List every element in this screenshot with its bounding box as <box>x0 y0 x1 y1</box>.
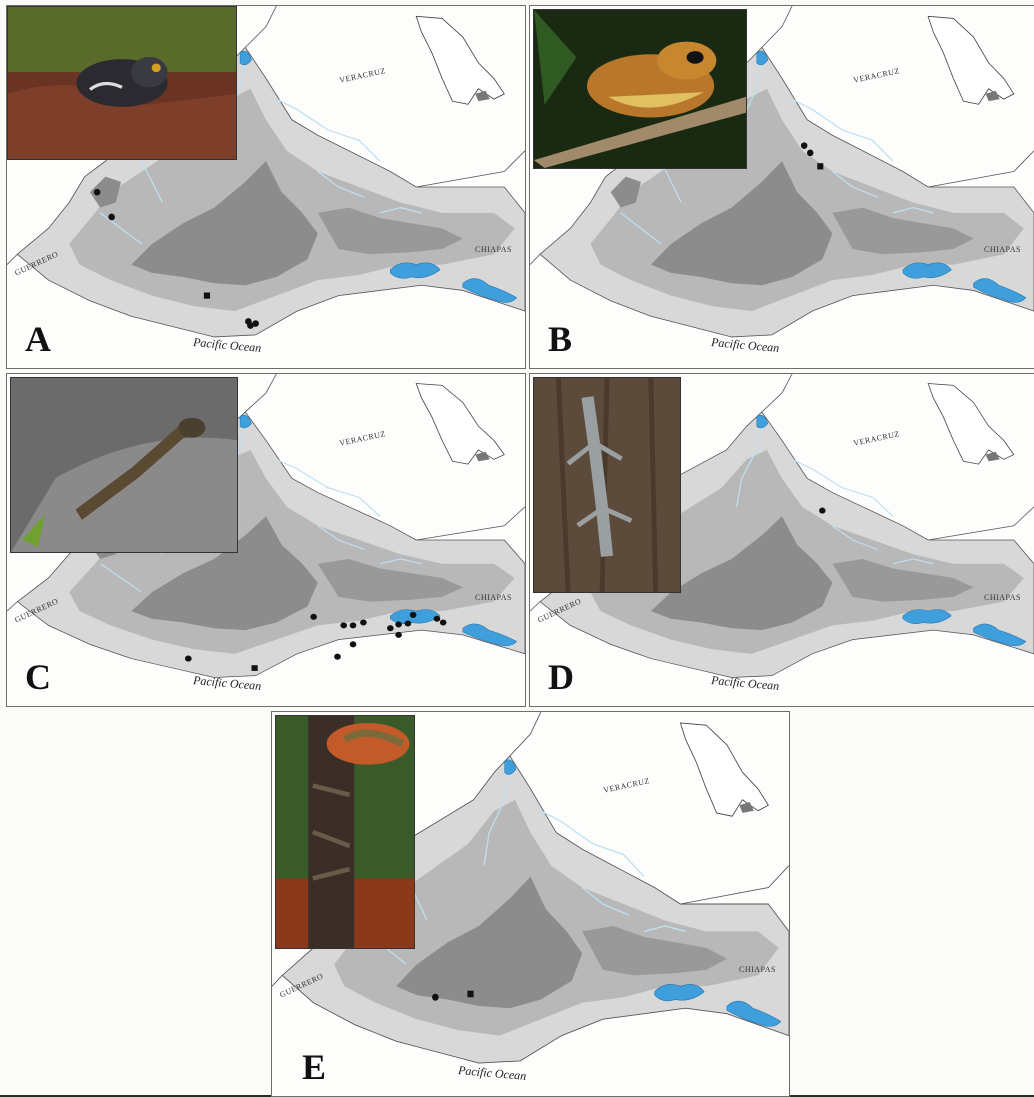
anole-photo <box>533 377 681 593</box>
lagoon <box>756 415 769 429</box>
locality-point <box>93 188 101 196</box>
locality-point <box>360 619 367 626</box>
type-locality-point <box>467 990 474 998</box>
type-locality-point <box>203 292 211 299</box>
locality-point <box>252 320 259 327</box>
map-panel-e: VERACRUZ GUERRERO CHIAPAS Pacific Ocean E <box>271 711 790 1097</box>
locality-point <box>409 611 417 618</box>
map-panel-b: VERACRUZ CHIAPAS Pacific Ocean B <box>529 5 1034 369</box>
locality-point <box>433 615 441 622</box>
lagoon <box>756 50 769 66</box>
lagoon <box>654 984 705 1002</box>
state-label-chiapas: CHIAPAS <box>984 244 1021 254</box>
type-locality-point <box>251 665 258 671</box>
panel-letter: E <box>302 1047 327 1087</box>
locality-point <box>349 622 357 629</box>
lagoon <box>239 50 252 66</box>
type-locality-point <box>817 163 824 170</box>
locality-point <box>184 655 192 662</box>
oaxaca-relief-map <box>7 374 525 706</box>
river <box>276 98 381 162</box>
locality-point <box>439 619 447 626</box>
locality-point <box>819 507 826 514</box>
river <box>483 772 511 866</box>
treefrog-photo <box>533 9 747 169</box>
state-label-chiapas: CHIAPAS <box>984 593 1021 603</box>
river <box>379 558 422 565</box>
river <box>317 525 365 551</box>
panel-letter: C <box>25 657 51 697</box>
panel-letter: A <box>25 319 51 359</box>
river <box>379 207 422 214</box>
river <box>581 887 629 916</box>
river <box>892 207 934 214</box>
lagoon <box>390 262 441 279</box>
river <box>620 212 662 245</box>
river <box>317 170 365 198</box>
lagoon <box>239 415 252 429</box>
toad-photo <box>7 6 237 160</box>
lagoon <box>902 262 952 279</box>
locality-point <box>395 621 402 628</box>
state-label-chiapas: CHIAPAS <box>475 593 512 603</box>
panel-letter: B <box>548 319 573 359</box>
panel-letter: D <box>548 657 574 697</box>
locality-point <box>432 993 439 1001</box>
locality-point <box>247 322 254 329</box>
locality-point <box>340 622 348 629</box>
river <box>736 426 763 507</box>
state-label-chiapas: CHIAPAS <box>739 965 776 975</box>
oaxaca-relief-map <box>7 6 525 368</box>
locality-point <box>310 613 317 620</box>
lagoon <box>726 1000 782 1027</box>
lagoon <box>973 623 1027 647</box>
river <box>832 170 878 198</box>
river <box>99 563 143 593</box>
lagoon <box>973 278 1027 303</box>
locality-point <box>806 149 814 157</box>
river <box>644 925 686 933</box>
river <box>276 458 381 517</box>
locality-point <box>395 631 402 638</box>
spiny-iguana-photo <box>10 377 238 553</box>
tree-lizard-photo <box>275 715 415 949</box>
locality-point <box>349 641 357 648</box>
river <box>791 458 894 517</box>
lagoon <box>462 278 518 303</box>
map-panel-a: VERACRUZ GUERRERO CHIAPAS Pacific Ocean A <box>6 5 526 369</box>
river <box>99 212 143 245</box>
lagoon <box>902 609 952 625</box>
locality-point <box>800 142 808 149</box>
locality-point <box>404 620 412 627</box>
map-panel-c: VERACRUZ GUERRERO CHIAPAS Pacific Ocean C <box>6 373 526 707</box>
lagoon <box>462 623 518 647</box>
locality-point <box>387 625 394 632</box>
locality-point <box>108 213 115 221</box>
locality-point <box>334 653 341 660</box>
river <box>540 810 645 878</box>
river <box>892 558 934 565</box>
map-panel-d: VERACRUZ GUERRERO CHIAPAS Pacific Ocean D <box>529 373 1034 707</box>
river <box>832 525 878 551</box>
state-label-chiapas: CHIAPAS <box>475 244 512 254</box>
lagoon <box>504 759 517 775</box>
river <box>791 98 894 162</box>
